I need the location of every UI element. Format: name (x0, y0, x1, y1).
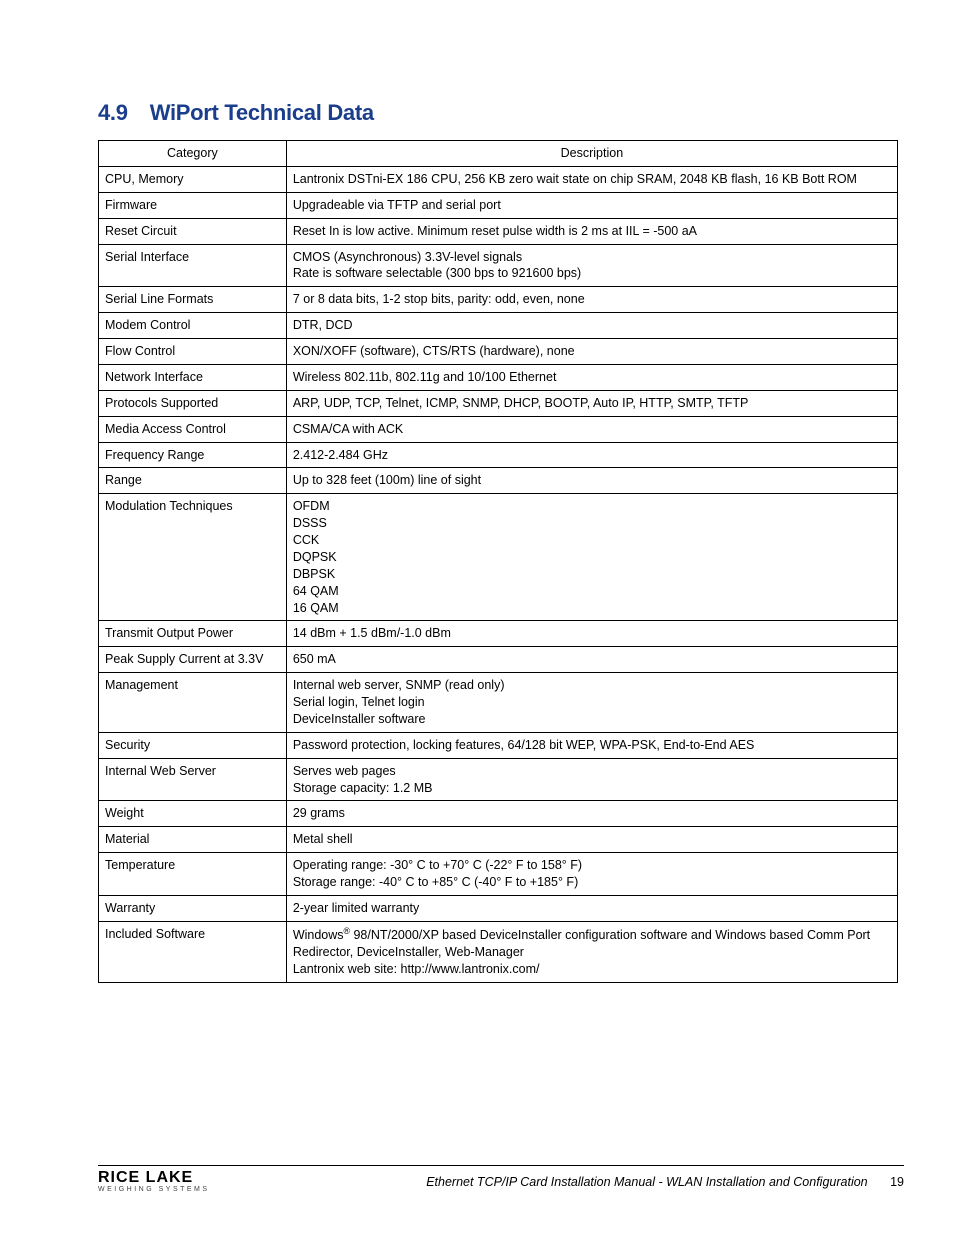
table-row: Included SoftwareWindows® 98/NT/2000/XP … (99, 921, 898, 982)
cell-description: Windows® 98/NT/2000/XP based DeviceInsta… (286, 921, 897, 982)
table-header-row: Category Description (99, 141, 898, 167)
cell-description: Metal shell (286, 827, 897, 853)
cell-category: Modulation Techniques (99, 494, 287, 621)
footer-rule (98, 1165, 904, 1166)
table-row: Warranty2-year limited warranty (99, 895, 898, 921)
cell-description: Reset In is low active. Minimum reset pu… (286, 218, 897, 244)
table-row: Transmit Output Power14 dBm + 1.5 dBm/-1… (99, 621, 898, 647)
header-category: Category (99, 141, 287, 167)
table-row: CPU, MemoryLantronix DSTni-EX 186 CPU, 2… (99, 166, 898, 192)
cell-category: Temperature (99, 853, 287, 896)
cell-description: Up to 328 feet (100m) line of sight (286, 468, 897, 494)
page-footer: RICE LAKE WEIGHING SYSTEMS Ethernet TCP/… (98, 1165, 904, 1205)
cell-category: Material (99, 827, 287, 853)
cell-category: Serial Interface (99, 244, 287, 287)
cell-category: Frequency Range (99, 442, 287, 468)
section-title: WiPort Technical Data (150, 100, 374, 125)
cell-description: OFDMDSSSCCKDQPSKDBPSK64 QAM16 QAM (286, 494, 897, 621)
section-heading: 4.9 WiPort Technical Data (98, 100, 904, 126)
cell-description: Upgradeable via TFTP and serial port (286, 192, 897, 218)
table-row: Network InterfaceWireless 802.11b, 802.1… (99, 364, 898, 390)
cell-category: Peak Supply Current at 3.3V (99, 647, 287, 673)
cell-category: Serial Line Formats (99, 287, 287, 313)
table-row: RangeUp to 328 feet (100m) line of sight (99, 468, 898, 494)
cell-description: 650 mA (286, 647, 897, 673)
cell-category: Management (99, 673, 287, 733)
cell-description: Internal web server, SNMP (read only)Ser… (286, 673, 897, 733)
section-number: 4.9 (98, 100, 128, 126)
cell-category: Transmit Output Power (99, 621, 287, 647)
table-row: Modulation TechniquesOFDMDSSSCCKDQPSKDBP… (99, 494, 898, 621)
cell-description: 14 dBm + 1.5 dBm/-1.0 dBm (286, 621, 897, 647)
cell-category: Security (99, 732, 287, 758)
footer-right: Ethernet TCP/IP Card Installation Manual… (426, 1173, 904, 1191)
table-row: ManagementInternal web server, SNMP (rea… (99, 673, 898, 733)
table-row: MaterialMetal shell (99, 827, 898, 853)
table-row: Frequency Range2.412-2.484 GHz (99, 442, 898, 468)
cell-description: Lantronix DSTni-EX 186 CPU, 256 KB zero … (286, 166, 897, 192)
cell-description: CMOS (Asynchronous) 3.3V-level signalsRa… (286, 244, 897, 287)
cell-category: Included Software (99, 921, 287, 982)
cell-description: CSMA/CA with ACK (286, 416, 897, 442)
document-page: 4.9 WiPort Technical Data Category Descri… (0, 0, 954, 1235)
cell-description: Wireless 802.11b, 802.11g and 10/100 Eth… (286, 364, 897, 390)
table-row: Weight29 grams (99, 801, 898, 827)
footer-doc-title: Ethernet TCP/IP Card Installation Manual… (426, 1175, 867, 1189)
table-row: FirmwareUpgradeable via TFTP and serial … (99, 192, 898, 218)
cell-category: Firmware (99, 192, 287, 218)
cell-description: DTR, DCD (286, 313, 897, 339)
table-row: Reset CircuitReset In is low active. Min… (99, 218, 898, 244)
header-description: Description (286, 141, 897, 167)
table-row: SecurityPassword protection, locking fea… (99, 732, 898, 758)
table-row: Internal Web ServerServes web pagesStora… (99, 758, 898, 801)
cell-category: Warranty (99, 895, 287, 921)
cell-description: ARP, UDP, TCP, Telnet, ICMP, SNMP, DHCP,… (286, 390, 897, 416)
cell-description: Serves web pagesStorage capacity: 1.2 MB (286, 758, 897, 801)
cell-category: Range (99, 468, 287, 494)
table-row: Modem ControlDTR, DCD (99, 313, 898, 339)
table-row: Serial Line Formats7 or 8 data bits, 1-2… (99, 287, 898, 313)
logo-main-text: RICE LAKE (98, 1170, 210, 1186)
cell-category: Modem Control (99, 313, 287, 339)
cell-description: Password protection, locking features, 6… (286, 732, 897, 758)
cell-category: CPU, Memory (99, 166, 287, 192)
cell-description: 2-year limited warranty (286, 895, 897, 921)
footer-page-number: 19 (890, 1175, 904, 1189)
cell-description: 7 or 8 data bits, 1-2 stop bits, parity:… (286, 287, 897, 313)
cell-category: Protocols Supported (99, 390, 287, 416)
logo-sub-text: WEIGHING SYSTEMS (98, 1186, 210, 1193)
cell-description: 29 grams (286, 801, 897, 827)
cell-category: Weight (99, 801, 287, 827)
cell-category: Internal Web Server (99, 758, 287, 801)
brand-logo: RICE LAKE WEIGHING SYSTEMS (98, 1170, 210, 1193)
table-row: Flow ControlXON/XOFF (software), CTS/RTS… (99, 339, 898, 365)
cell-category: Flow Control (99, 339, 287, 365)
table-row: Media Access ControlCSMA/CA with ACK (99, 416, 898, 442)
cell-category: Media Access Control (99, 416, 287, 442)
cell-description: XON/XOFF (software), CTS/RTS (hardware),… (286, 339, 897, 365)
table-row: Serial InterfaceCMOS (Asynchronous) 3.3V… (99, 244, 898, 287)
table-row: Protocols SupportedARP, UDP, TCP, Telnet… (99, 390, 898, 416)
spec-table: Category Description CPU, MemoryLantroni… (98, 140, 898, 983)
table-row: TemperatureOperating range: -30° C to +7… (99, 853, 898, 896)
footer-row: RICE LAKE WEIGHING SYSTEMS Ethernet TCP/… (98, 1170, 904, 1193)
cell-description: Operating range: -30° C to +70° C (-22° … (286, 853, 897, 896)
cell-category: Network Interface (99, 364, 287, 390)
cell-category: Reset Circuit (99, 218, 287, 244)
cell-description: 2.412-2.484 GHz (286, 442, 897, 468)
table-row: Peak Supply Current at 3.3V650 mA (99, 647, 898, 673)
